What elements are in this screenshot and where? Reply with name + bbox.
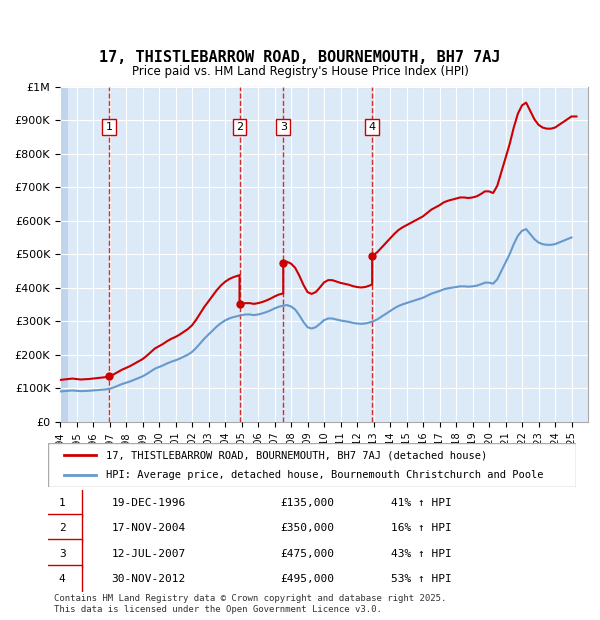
Text: 3: 3: [59, 549, 65, 559]
FancyBboxPatch shape: [43, 565, 82, 593]
Text: £350,000: £350,000: [280, 523, 334, 533]
Text: 41% ↑ HPI: 41% ↑ HPI: [391, 498, 452, 508]
Text: HPI: Average price, detached house, Bournemouth Christchurch and Poole: HPI: Average price, detached house, Bour…: [106, 469, 544, 479]
Text: 12-JUL-2007: 12-JUL-2007: [112, 549, 185, 559]
Text: 17, THISTLEBARROW ROAD, BOURNEMOUTH, BH7 7AJ: 17, THISTLEBARROW ROAD, BOURNEMOUTH, BH7…: [99, 50, 501, 65]
FancyBboxPatch shape: [43, 539, 82, 568]
Text: Contains HM Land Registry data © Crown copyright and database right 2025.
This d: Contains HM Land Registry data © Crown c…: [54, 595, 446, 614]
Text: 16% ↑ HPI: 16% ↑ HPI: [391, 523, 452, 533]
Text: 2: 2: [59, 523, 65, 533]
Text: 17-NOV-2004: 17-NOV-2004: [112, 523, 185, 533]
Text: 3: 3: [280, 122, 287, 132]
Text: 30-NOV-2012: 30-NOV-2012: [112, 574, 185, 584]
Text: 2: 2: [236, 122, 243, 132]
FancyBboxPatch shape: [43, 514, 82, 542]
Text: 17, THISTLEBARROW ROAD, BOURNEMOUTH, BH7 7AJ (detached house): 17, THISTLEBARROW ROAD, BOURNEMOUTH, BH7…: [106, 451, 487, 461]
Text: 1: 1: [106, 122, 112, 132]
FancyBboxPatch shape: [48, 443, 576, 487]
Text: 19-DEC-1996: 19-DEC-1996: [112, 498, 185, 508]
Text: 4: 4: [59, 574, 65, 584]
Text: Price paid vs. HM Land Registry's House Price Index (HPI): Price paid vs. HM Land Registry's House …: [131, 64, 469, 78]
Text: 53% ↑ HPI: 53% ↑ HPI: [391, 574, 452, 584]
Bar: [60, 87, 68, 422]
Text: £495,000: £495,000: [280, 574, 334, 584]
Text: £475,000: £475,000: [280, 549, 334, 559]
Text: 1: 1: [59, 498, 65, 508]
Text: £135,000: £135,000: [280, 498, 334, 508]
FancyBboxPatch shape: [43, 489, 82, 517]
Text: 4: 4: [368, 122, 376, 132]
Text: 43% ↑ HPI: 43% ↑ HPI: [391, 549, 452, 559]
